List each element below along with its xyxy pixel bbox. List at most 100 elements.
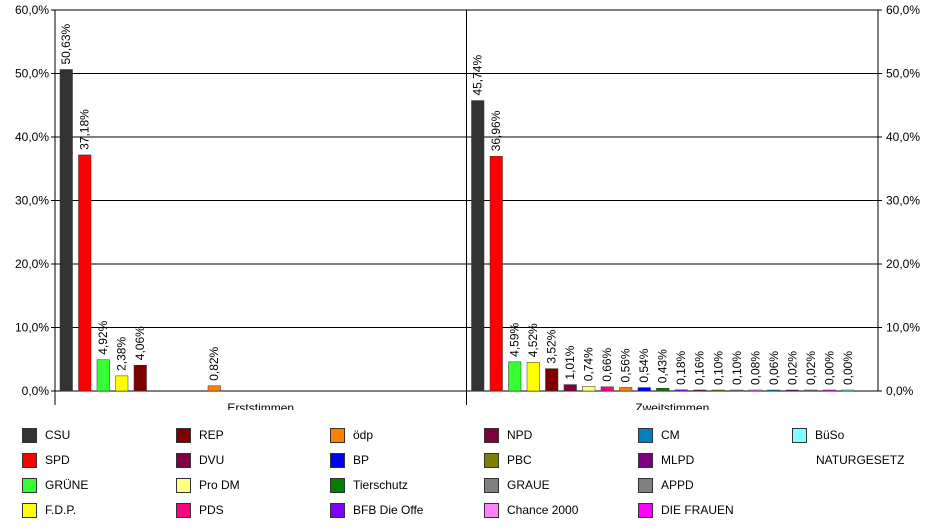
data-label: 4,92% — [96, 320, 110, 354]
data-label: 0,10% — [711, 351, 725, 385]
legend-label: BüSo — [815, 428, 845, 442]
legend-label: DIE FRAUEN — [661, 503, 734, 517]
data-label: 45,74% — [471, 55, 485, 96]
legend-item: DVU — [176, 451, 224, 469]
legend-swatch — [484, 427, 499, 443]
bar — [526, 362, 540, 392]
legend-item: MLPD — [638, 451, 694, 469]
data-label: 4,52% — [526, 323, 540, 357]
legend-swatch — [638, 427, 653, 443]
bar — [115, 375, 129, 392]
data-label: 2,38% — [115, 337, 129, 371]
bar — [841, 389, 855, 392]
legend-item: Chance 2000 — [484, 501, 578, 519]
bar — [748, 389, 762, 392]
legend-label: REP — [199, 428, 224, 442]
legend-swatch — [22, 477, 37, 493]
legend-item: CSU — [22, 426, 70, 444]
legend-swatch — [22, 502, 37, 518]
y-tick-label-right: 50,0% — [886, 67, 920, 81]
data-label: 0,00% — [841, 351, 855, 385]
legend-label: F.D.P. — [45, 503, 77, 517]
bar — [545, 368, 559, 392]
legend-swatch — [330, 502, 345, 518]
legend-swatch — [484, 477, 499, 493]
data-label: 0,02% — [804, 351, 818, 385]
legend-label: DVU — [199, 453, 225, 467]
legend-item: REP — [176, 426, 224, 444]
data-label: 0,43% — [656, 349, 670, 383]
bar — [508, 361, 522, 392]
legend-swatch — [792, 427, 807, 443]
y-tick-label-right: 10,0% — [886, 321, 920, 335]
bar — [767, 389, 781, 392]
legend-label: BFB Die Offe — [353, 503, 424, 517]
bar — [637, 387, 651, 392]
y-tick-label-left: 40,0% — [15, 130, 49, 144]
y-tick-label-right: 60,0% — [886, 3, 920, 17]
legend-item: BüSo — [792, 426, 844, 444]
legend-label: ödp — [353, 428, 374, 442]
legend-label: BP — [353, 453, 370, 467]
bar — [804, 389, 818, 392]
bar — [471, 100, 485, 392]
legend-swatch — [638, 477, 653, 493]
legend-item: NPD — [484, 426, 532, 444]
legend-item: CM — [638, 426, 680, 444]
legend-item: ödp — [330, 426, 373, 444]
y-tick-label-right: 20,0% — [886, 257, 920, 271]
data-label: 0,16% — [693, 351, 707, 385]
bar — [619, 387, 633, 392]
data-label: 3,52% — [545, 329, 559, 363]
chart-legend: CSU SPD GRÜNE F.D.P. REP DVU Pro DM PDS ödp BP Tie… — [0, 420, 938, 530]
legend-swatch — [22, 452, 37, 468]
y-tick-label-left: 30,0% — [15, 194, 49, 208]
data-label: 0,08% — [748, 351, 762, 385]
data-label: 37,18% — [78, 109, 92, 150]
legend-swatch — [330, 477, 345, 493]
legend-item: PBC — [484, 451, 532, 469]
legend-item: GRÜNE — [22, 476, 88, 494]
legend-swatch — [330, 452, 345, 468]
legend-label: Pro DM — [199, 478, 240, 492]
legend-item: PDS — [176, 501, 224, 519]
legend-label: SPD — [45, 453, 70, 467]
bar — [133, 364, 147, 392]
data-label: 0,00% — [822, 351, 836, 385]
legend-item: BP — [330, 451, 369, 469]
y-tick-label-right: 0,0% — [886, 384, 914, 398]
data-label: 0,18% — [674, 351, 688, 385]
legend-label: NPD — [507, 428, 533, 442]
data-label: 0,54% — [637, 348, 651, 382]
legend-item: GRAUE — [484, 476, 550, 494]
data-label: 36,96% — [489, 110, 503, 151]
legend-swatch — [330, 427, 345, 443]
y-tick-label-left: 50,0% — [15, 67, 49, 81]
legend-item: NATURGESETZ — [816, 451, 904, 469]
legend-item: APPD — [638, 476, 694, 494]
data-label: 0,74% — [582, 347, 596, 381]
legend-label: GRÜNE — [45, 478, 89, 492]
data-label: 50,63% — [59, 23, 73, 64]
legend-item: DIE FRAUEN — [638, 501, 734, 519]
data-label: 4,06% — [133, 326, 147, 360]
bar — [656, 388, 670, 392]
legend-item: BFB Die Offe — [330, 501, 423, 519]
data-label: 0,06% — [767, 351, 781, 385]
legend-label: PDS — [199, 503, 224, 517]
legend-swatch — [176, 452, 191, 468]
legend-swatch — [176, 502, 191, 518]
bar — [674, 389, 688, 392]
legend-label: PBC — [507, 453, 532, 467]
legend-swatch — [176, 477, 191, 493]
data-label: 0,56% — [619, 348, 633, 382]
legend-swatch — [638, 452, 653, 468]
bar — [730, 389, 744, 392]
legend-item: SPD — [22, 451, 70, 469]
legend-swatch — [176, 427, 191, 443]
bar — [822, 389, 836, 392]
legend-swatch — [22, 427, 37, 443]
legend-swatch — [638, 502, 653, 518]
bar — [582, 386, 596, 392]
legend-swatch — [484, 452, 499, 468]
